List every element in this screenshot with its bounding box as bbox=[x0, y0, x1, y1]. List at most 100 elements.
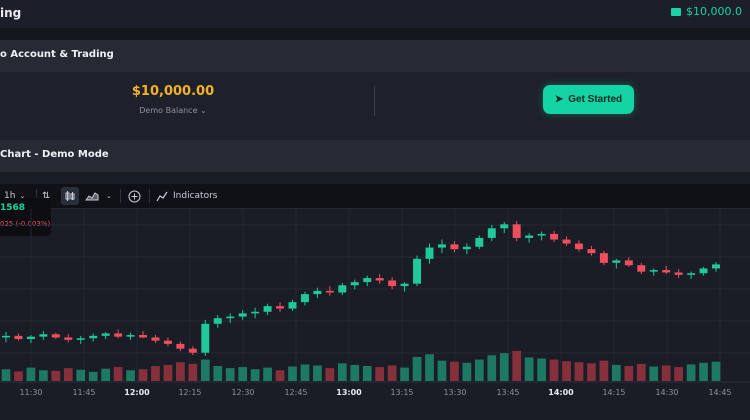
volume-bar bbox=[313, 365, 322, 381]
chevron-down-icon[interactable]: ⌄ bbox=[106, 192, 112, 200]
x-tick-label: 13:30 bbox=[443, 388, 466, 397]
candle-body bbox=[525, 235, 534, 238]
candle-body bbox=[699, 268, 708, 274]
candle-body bbox=[375, 278, 384, 281]
candle-body bbox=[238, 313, 247, 317]
candle-body bbox=[151, 337, 160, 341]
price-chart[interactable]: 11:30 11:45 12:00 12:15 12:30 12:45 13:00 13:15… bbox=[0, 209, 750, 420]
volume-bar bbox=[537, 358, 546, 381]
candle-body bbox=[624, 260, 633, 266]
compare-icon[interactable]: ⇅ bbox=[42, 190, 51, 202]
candle-body bbox=[263, 306, 272, 312]
x-tick-label: 12:15 bbox=[178, 388, 201, 397]
volume-bar bbox=[63, 368, 73, 381]
rocket-icon: ➤ bbox=[554, 94, 564, 105]
candle-body bbox=[89, 335, 98, 339]
volume-bar bbox=[51, 370, 61, 381]
account-section-title: o Account & Trading bbox=[0, 49, 114, 60]
candle-body bbox=[413, 258, 422, 284]
candle-body bbox=[114, 333, 123, 337]
candle-body bbox=[400, 283, 409, 287]
indicators-label: Indicators bbox=[173, 191, 218, 201]
candle-body bbox=[599, 253, 608, 263]
candle-body bbox=[39, 334, 48, 337]
area-chart-icon[interactable] bbox=[85, 187, 99, 205]
volume-bar bbox=[599, 360, 609, 381]
candle-body bbox=[475, 237, 484, 247]
candle-body bbox=[350, 282, 359, 286]
candle-body bbox=[76, 338, 85, 340]
candlestick-icon[interactable] bbox=[61, 187, 79, 205]
candle-body bbox=[26, 336, 35, 340]
header-balance-value: $10,000.0 bbox=[686, 5, 742, 18]
candle-body bbox=[437, 244, 446, 248]
volume-bar bbox=[699, 362, 708, 381]
get-started-button[interactable]: ➤ Get Started bbox=[543, 85, 634, 114]
volume-bar bbox=[499, 353, 509, 381]
interval-selector[interactable]: 1h ⌄ bbox=[4, 187, 25, 205]
candle-body bbox=[462, 246, 471, 250]
candle-body bbox=[188, 348, 197, 353]
x-tick-label: 13:15 bbox=[390, 388, 413, 397]
volume-bar bbox=[337, 363, 347, 381]
volume-bar bbox=[674, 367, 683, 381]
account-panel: $10,000.00 Demo Balance ⌄ ➤ Get Started bbox=[0, 72, 750, 140]
header-balance[interactable]: $10,000.0 bbox=[671, 5, 742, 18]
volume-bar bbox=[163, 364, 173, 381]
demo-balance-amount: $10,000.00 bbox=[131, 84, 215, 99]
demo-balance-selector[interactable]: Demo Balance ⌄ bbox=[118, 106, 228, 115]
volume-bar bbox=[263, 367, 272, 381]
chevron-down-icon: ⌄ bbox=[19, 192, 26, 200]
x-tick-label: 12:00 bbox=[124, 388, 150, 397]
interval-label: 1h bbox=[4, 191, 16, 201]
get-started-label: Get Started bbox=[568, 94, 623, 105]
volume-bar bbox=[587, 363, 596, 381]
volume-bar bbox=[462, 362, 472, 381]
candle-body bbox=[288, 302, 297, 309]
volume-bar bbox=[412, 356, 422, 381]
candle-body bbox=[363, 278, 372, 283]
volume-bar bbox=[200, 359, 210, 381]
volume-bar bbox=[649, 366, 659, 381]
candle-body bbox=[537, 233, 546, 236]
indicators-icon bbox=[156, 191, 168, 201]
candle-body bbox=[14, 335, 23, 340]
page-title: ing bbox=[0, 6, 22, 20]
volume-bar bbox=[238, 367, 248, 381]
volume-bar bbox=[387, 365, 397, 381]
volume-bar bbox=[400, 367, 409, 381]
volume-bar bbox=[138, 369, 148, 381]
candle-body bbox=[562, 239, 571, 244]
volume-bar bbox=[362, 366, 372, 381]
candle-body bbox=[163, 340, 172, 344]
chart-toolbar: 1h ⌄ ⇅ ⌄ Indicators bbox=[0, 184, 750, 209]
volume-bar bbox=[487, 355, 497, 381]
x-tick-label: 11:45 bbox=[72, 388, 95, 397]
candle-body bbox=[51, 334, 60, 338]
volume-bar bbox=[549, 359, 559, 381]
x-tick-label: 12:45 bbox=[284, 388, 307, 397]
x-tick-label: 14:30 bbox=[655, 388, 678, 397]
volume-bar bbox=[574, 362, 584, 381]
volume-bar bbox=[711, 361, 721, 381]
volume-bar bbox=[88, 371, 98, 381]
chevron-down-icon: ⌄ bbox=[200, 106, 207, 115]
add-icon[interactable] bbox=[128, 187, 141, 205]
volume-bar bbox=[188, 363, 198, 381]
candle-body bbox=[251, 311, 260, 314]
ticker-legend: 1568 025 (-0.003%) bbox=[0, 198, 51, 236]
candle-body bbox=[574, 243, 583, 250]
volume-bar bbox=[26, 367, 36, 381]
indicators-button[interactable]: Indicators bbox=[156, 187, 217, 205]
demo-balance-caption: Demo Balance bbox=[139, 106, 198, 115]
candle-body bbox=[674, 272, 683, 275]
candle-body bbox=[662, 270, 671, 273]
candle-body bbox=[612, 260, 621, 263]
volume-bar bbox=[375, 367, 385, 381]
volume-bar bbox=[562, 361, 571, 381]
volume-bar bbox=[474, 359, 484, 381]
top-bar: ing $10,000.0 bbox=[0, 0, 750, 28]
candle-body bbox=[388, 280, 397, 287]
volume-bar bbox=[250, 369, 260, 381]
volume-bar bbox=[425, 354, 434, 381]
